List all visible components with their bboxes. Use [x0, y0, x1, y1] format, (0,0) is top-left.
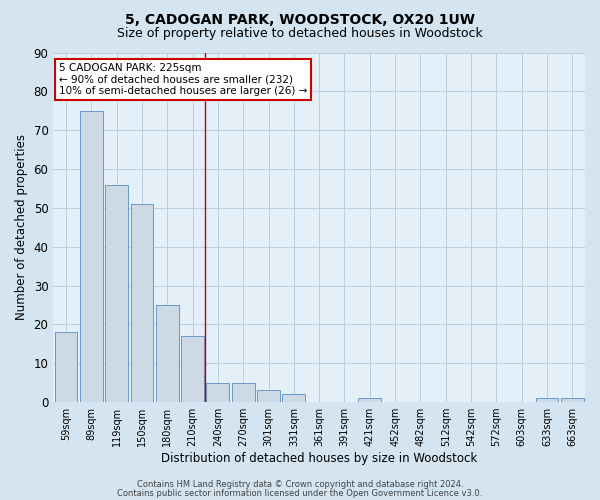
Bar — [206, 382, 229, 402]
Text: Size of property relative to detached houses in Woodstock: Size of property relative to detached ho… — [117, 28, 483, 40]
Text: 5 CADOGAN PARK: 225sqm
← 90% of detached houses are smaller (232)
10% of semi-de: 5 CADOGAN PARK: 225sqm ← 90% of detached… — [59, 63, 307, 96]
Bar — [283, 394, 305, 402]
Bar — [181, 336, 204, 402]
Bar — [257, 390, 280, 402]
Text: 5, CADOGAN PARK, WOODSTOCK, OX20 1UW: 5, CADOGAN PARK, WOODSTOCK, OX20 1UW — [125, 12, 475, 26]
Bar — [536, 398, 559, 402]
Bar — [80, 111, 103, 402]
Text: Contains HM Land Registry data © Crown copyright and database right 2024.: Contains HM Land Registry data © Crown c… — [137, 480, 463, 489]
Bar — [561, 398, 584, 402]
Y-axis label: Number of detached properties: Number of detached properties — [15, 134, 28, 320]
Bar — [131, 204, 154, 402]
Bar — [358, 398, 381, 402]
Bar — [232, 382, 254, 402]
Bar — [55, 332, 77, 402]
Bar — [156, 305, 179, 402]
Text: Contains public sector information licensed under the Open Government Licence v3: Contains public sector information licen… — [118, 488, 482, 498]
X-axis label: Distribution of detached houses by size in Woodstock: Distribution of detached houses by size … — [161, 452, 477, 465]
Bar — [105, 184, 128, 402]
